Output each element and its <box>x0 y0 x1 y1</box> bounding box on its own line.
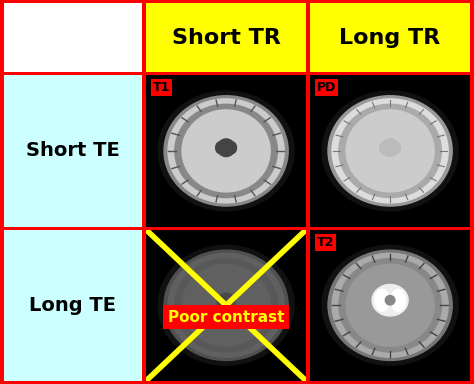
Ellipse shape <box>168 99 284 203</box>
Ellipse shape <box>158 245 294 365</box>
Text: T1: T1 <box>153 81 170 94</box>
Ellipse shape <box>164 96 288 206</box>
Text: Long TR: Long TR <box>339 28 441 48</box>
Ellipse shape <box>175 104 277 197</box>
Ellipse shape <box>175 259 277 352</box>
Ellipse shape <box>391 289 405 311</box>
Ellipse shape <box>216 142 224 154</box>
Text: T2: T2 <box>317 236 334 249</box>
Text: PD: PD <box>317 81 336 94</box>
Ellipse shape <box>332 253 448 357</box>
Ellipse shape <box>158 91 294 211</box>
Ellipse shape <box>381 139 399 157</box>
Ellipse shape <box>328 96 452 206</box>
Ellipse shape <box>346 264 434 346</box>
Ellipse shape <box>372 285 408 316</box>
Text: Short TE: Short TE <box>26 141 120 161</box>
Ellipse shape <box>182 110 270 192</box>
Ellipse shape <box>332 99 448 203</box>
Ellipse shape <box>322 91 458 211</box>
Ellipse shape <box>328 250 452 361</box>
Ellipse shape <box>182 264 270 346</box>
Ellipse shape <box>375 289 389 311</box>
Ellipse shape <box>346 110 434 192</box>
Ellipse shape <box>392 142 401 154</box>
Ellipse shape <box>339 259 441 352</box>
Ellipse shape <box>217 293 235 311</box>
Ellipse shape <box>385 296 395 305</box>
Ellipse shape <box>322 245 458 365</box>
Ellipse shape <box>228 142 237 154</box>
Ellipse shape <box>217 139 235 157</box>
Ellipse shape <box>380 142 388 154</box>
Text: Poor contrast: Poor contrast <box>168 310 284 325</box>
Ellipse shape <box>168 253 284 357</box>
Ellipse shape <box>164 250 288 361</box>
Ellipse shape <box>339 104 441 197</box>
Text: Long TE: Long TE <box>29 296 117 315</box>
Text: Short TR: Short TR <box>172 28 281 48</box>
